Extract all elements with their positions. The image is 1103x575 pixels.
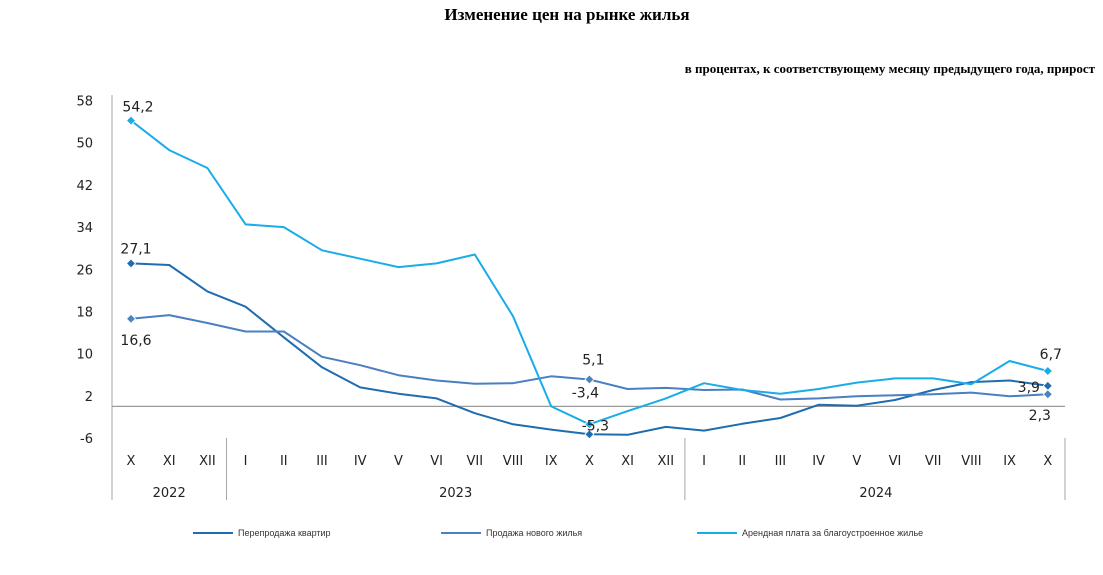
data-label: -5,3 [582,418,609,434]
x-tick-label: X [1043,454,1052,469]
legend: Перепродажа квартир Продажа нового жилья А… [193,528,923,538]
x-tick-label: VII [467,454,484,469]
x-tick-label: III [316,454,328,469]
x-tick-label: II [738,454,746,469]
data-marker [1042,389,1053,400]
x-tick-label: I [702,454,706,469]
data-marker [125,258,137,269]
x-tick-label: VII [925,454,942,469]
y-tick-label: -6 [80,432,93,447]
x-tick-label: VIII [503,454,523,469]
y-tick-label: 58 [76,95,93,110]
y-tick-label: 10 [76,348,93,363]
data-label: 6,7 [1040,347,1062,363]
x-tick-label: XII [199,454,216,469]
x-tick-label: VI [889,454,902,469]
x-tick-label: X [585,454,594,469]
legend-label-3: Арендная плата за благоустроенное жилье [742,528,923,538]
series-layer [125,115,1053,440]
year-label: 2023 [439,486,472,501]
y-tick-label: 18 [76,305,93,320]
x-tick-label: X [127,454,136,469]
x-tick-label: I [244,454,248,469]
chart-title: Изменение цен на рынке жилья [444,5,689,24]
chart-subtitle: в процентах, к соответствующему месяцу п… [685,61,1096,76]
x-tick-label: V [852,454,861,469]
x-tick-label: XII [658,454,675,469]
x-tick-label: IX [1003,454,1016,469]
year-label: 2022 [153,486,186,501]
data-marker [1042,380,1053,391]
data-marker [584,419,595,430]
data-label: 27,1 [120,241,151,257]
y-tick-label: 50 [76,137,93,152]
year-label: 2024 [859,486,892,501]
series-line-1 [130,262,1048,436]
x-tick-label: III [775,454,787,469]
data-marker [125,115,137,126]
legend-label-2: Продажа нового жилья [486,528,582,538]
x-tick-label: VI [430,454,443,469]
x-tick-label: XI [163,454,176,469]
y-tick-label: 26 [76,263,93,278]
data-marker [125,313,137,324]
data-label: 3,9 [1018,380,1040,396]
y-tick-label: 2 [85,390,93,405]
x-tick-label: II [280,454,288,469]
data-label: 54,2 [122,100,153,116]
data-marker [584,374,595,385]
x-tick-label: VIII [961,454,981,469]
data-marker [584,429,595,440]
legend-label-1: Перепродажа квартир [238,528,331,538]
x-tick-label: XI [621,454,634,469]
x-tick-label: IV [812,454,825,469]
x-tick-label: IV [354,454,367,469]
data-marker [1042,365,1053,377]
data-label: 5,1 [582,352,604,368]
data-label: 2,3 [1029,408,1051,424]
x-tick-label: IX [545,454,558,469]
data-label: -3,4 [572,385,599,401]
data-labels: 27,1 -5,3 3,9 16,6 5,1 2,3 54,2 -3,4 6,7 [120,100,1062,435]
x-tick-label: V [394,454,403,469]
y-tick-label: 34 [76,221,93,236]
y-tick-label: 42 [76,179,93,194]
data-label: 16,6 [120,333,151,349]
